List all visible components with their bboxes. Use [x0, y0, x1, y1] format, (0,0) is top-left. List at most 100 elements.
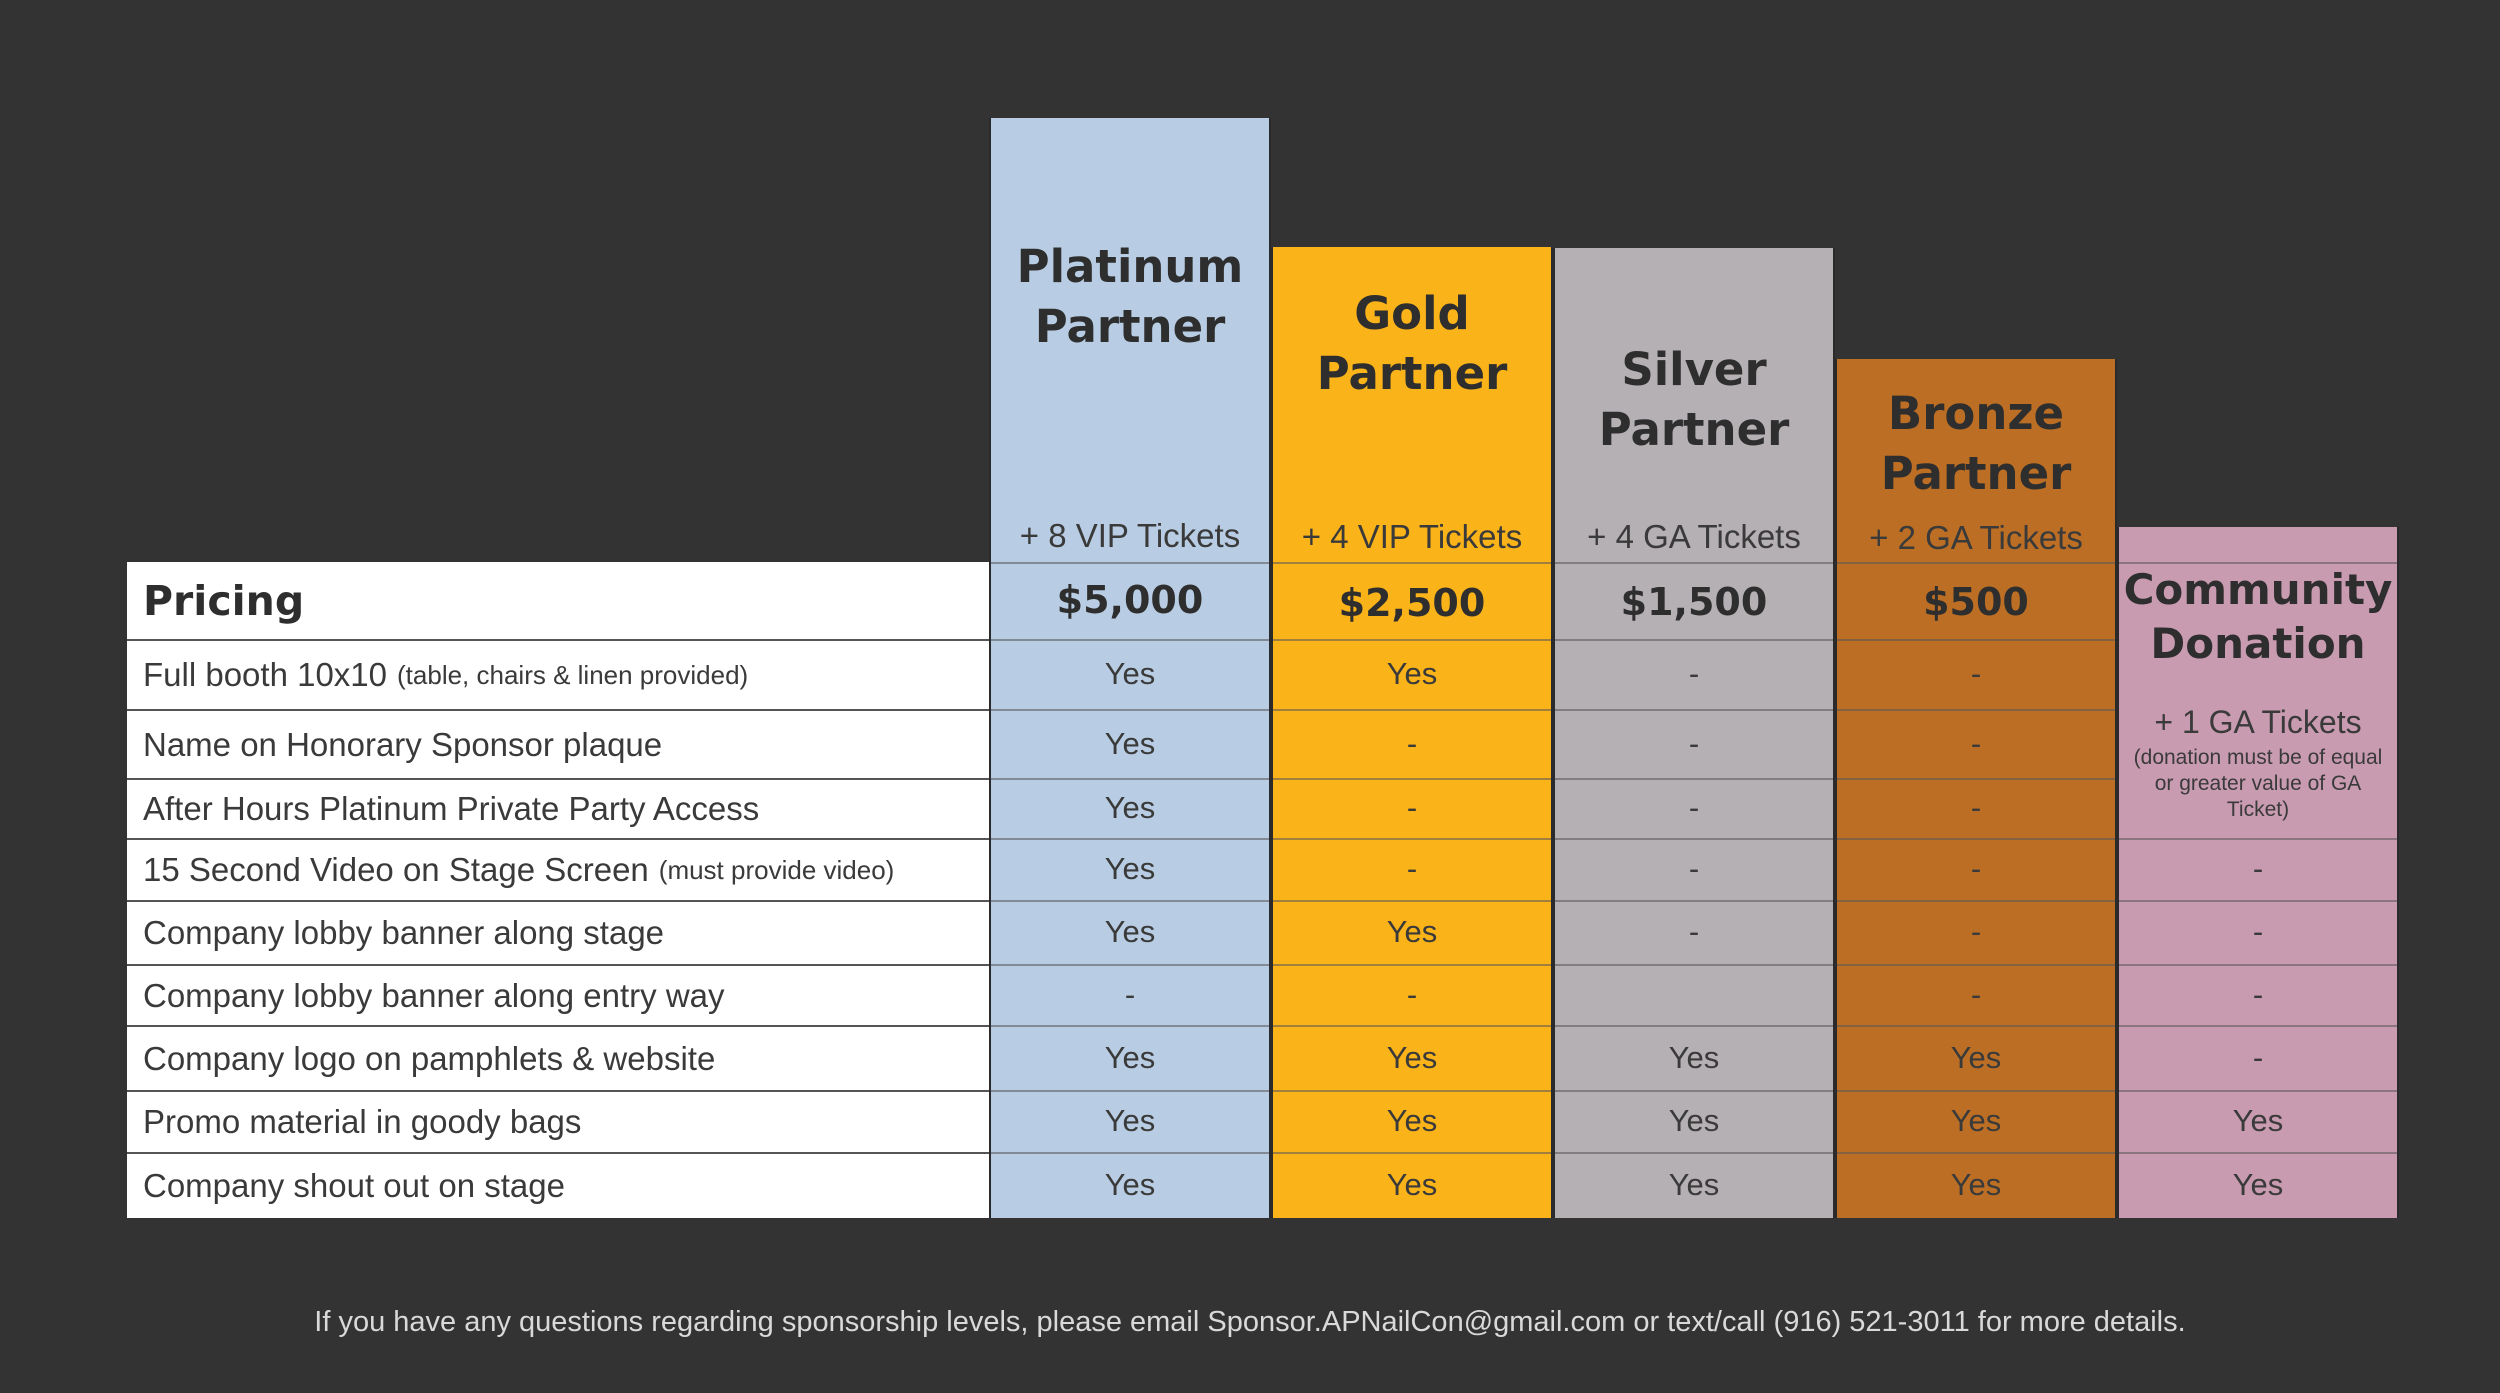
tier-feature-value: Yes [1386, 1167, 1438, 1202]
feature-row: Company lobby banner along entry way [127, 964, 989, 1025]
tier-feature-value: - [1406, 851, 1418, 886]
row-divider [1273, 1025, 1551, 1027]
feature-row: Company lobby banner along stage [127, 900, 989, 964]
tier-feature-value: - [1970, 976, 1982, 1012]
row-divider [1273, 1090, 1551, 1092]
tier-feature-value: Yes [1104, 1103, 1156, 1138]
tier-column-platinum: Platinum Partner + 8 VIP Tickets $5,000 … [989, 118, 1271, 1218]
tier-feature-value: - [1970, 656, 1982, 691]
tier-feature-value: - [1688, 851, 1700, 886]
row-divider [1837, 1025, 2115, 1027]
row-divider [1273, 838, 1551, 840]
feature-row: After Hours Platinum Private Party Acces… [127, 778, 989, 838]
tier-name: Donation [2150, 619, 2366, 668]
row-divider [1555, 1025, 1833, 1027]
feature-row: Company logo on pamphlets & website [127, 1025, 989, 1090]
row-divider [1837, 1152, 2115, 1154]
row-divider [1273, 964, 1551, 966]
tier-feature-value: Yes [1386, 656, 1438, 691]
row-divider [991, 562, 1269, 564]
row-divider [1837, 639, 2115, 641]
tier-feature-value: Yes [1950, 1039, 2002, 1075]
row-divider [2119, 562, 2397, 564]
tier-name: Bronze [1887, 387, 2065, 440]
tier-price: $5,000 [1056, 578, 1204, 622]
row-divider [991, 1025, 1269, 1027]
feature-label: Name on Honorary Sponsor plaque [143, 725, 663, 763]
tier-price: $500 [1923, 580, 2029, 624]
tier-price: $1,500 [1620, 580, 1768, 624]
feature-label: 15 Second Video on Stage Screen [143, 851, 649, 888]
feature-label: Company shout out on stage [143, 1167, 565, 1204]
tier-tickets: + 1 GA Tickets [2154, 704, 2362, 740]
tier-name: Community [2123, 565, 2393, 614]
row-divider [1273, 709, 1551, 711]
tier-name: Platinum [1016, 240, 1244, 293]
tier-feature-value: Yes [1104, 851, 1156, 886]
pricing-label: Pricing [143, 576, 305, 625]
row-divider [1555, 838, 1833, 840]
tier-feature-value: - [2252, 976, 2264, 1012]
row-divider [1555, 964, 1833, 966]
row-divider [2119, 1152, 2397, 1154]
tier-name: Gold [1354, 287, 1470, 340]
tier-feature-value: - [1970, 914, 1982, 949]
row-divider [991, 709, 1269, 711]
tier-feature-value: Yes [1104, 1167, 1156, 1202]
tier-feature-value: - [1688, 914, 1700, 949]
row-divider [1555, 639, 1833, 641]
tier-note: (donation must be of equal or greater va… [2133, 746, 2383, 821]
tier-feature-value: Yes [1386, 1103, 1438, 1138]
tier-feature-value: Yes [1104, 725, 1156, 761]
row-divider [1273, 639, 1551, 641]
tier-tickets: + 4 VIP Tickets [1301, 518, 1523, 555]
tier-feature-value: - [1406, 790, 1418, 825]
tier-feature-value: - [2252, 851, 2264, 886]
row-divider [2119, 1090, 2397, 1092]
tier-column-gold: Gold Partner + 4 VIP Tickets $2,500 Yes -… [1271, 247, 1553, 1218]
tier-column-community: Community Donation + 1 GA Tickets (donat… [2117, 527, 2399, 1218]
tier-name: Partner [1880, 447, 2072, 500]
tier-feature-value: Yes [1104, 656, 1156, 691]
row-divider [2119, 964, 2397, 966]
tier-column-bronze: Bronze Partner + 2 GA Tickets $500 - - - - -… [1835, 359, 2117, 1218]
feature-note: (must provide video) [658, 854, 895, 885]
tier-feature-value: Yes [1104, 914, 1156, 949]
tier-feature-value: - [2252, 914, 2264, 949]
row-divider [991, 639, 1269, 641]
row-divider [991, 900, 1269, 902]
row-divider [2119, 900, 2397, 902]
tier-feature-value: - [1688, 656, 1700, 691]
tier-feature-value: Yes [2232, 1103, 2284, 1138]
tier-feature-value: Yes [1668, 1039, 1720, 1075]
row-divider [1555, 900, 1833, 902]
feature-row: Promo material in goody bags [127, 1090, 989, 1152]
feature-row: 15 Second Video on Stage Screen (must pr… [127, 838, 989, 900]
footer-contact: If you have any questions regarding spon… [314, 1306, 2186, 1338]
tier-tickets: + 4 GA Tickets [1587, 518, 1801, 555]
feature-label: Promo material in goody bags [143, 1103, 582, 1140]
tier-feature-value: - [1406, 725, 1418, 761]
row-divider [1837, 900, 2115, 902]
row-divider [991, 778, 1269, 780]
row-divider [1555, 1152, 1833, 1154]
row-divider [991, 1090, 1269, 1092]
row-divider [1273, 1152, 1551, 1154]
feature-label: After Hours Platinum Private Party Acces… [143, 790, 760, 827]
tier-feature-value [1555, 964, 1833, 1025]
tier-name: Silver [1621, 343, 1767, 396]
tier-price: $2,500 [1338, 581, 1486, 625]
row-divider [2119, 1025, 2397, 1027]
tier-tickets: + 8 VIP Tickets [1019, 517, 1241, 554]
tier-feature-value: Yes [1668, 1103, 1720, 1138]
feature-row: Full booth 10x10 (table, chairs & linen … [127, 639, 989, 709]
feature-label: Company lobby banner along stage [143, 914, 665, 951]
row-divider [991, 838, 1269, 840]
row-divider [1273, 900, 1551, 902]
feature-label-table: Pricing Full booth 10x10 (table, chairs … [127, 562, 989, 1218]
pricing-row-label: Pricing [127, 562, 989, 639]
row-divider [1837, 838, 2115, 840]
tier-feature-value: Yes [1104, 1039, 1156, 1075]
row-divider [1837, 778, 2115, 780]
tier-feature-value: - [2252, 1039, 2264, 1075]
